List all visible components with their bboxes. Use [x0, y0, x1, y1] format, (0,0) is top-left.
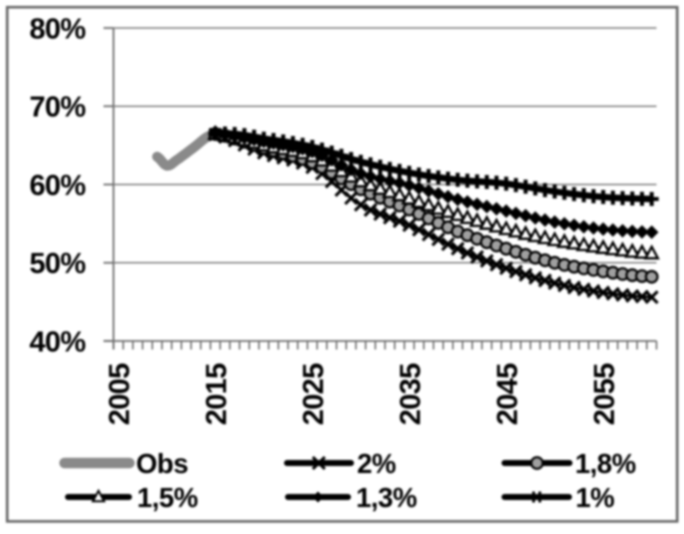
svg-text:2055: 2055 [589, 363, 621, 425]
svg-text:1,5%: 1,5% [137, 482, 198, 513]
svg-text:40%: 40% [29, 326, 86, 358]
svg-text:2005: 2005 [104, 363, 136, 425]
svg-text:2015: 2015 [201, 363, 233, 425]
svg-text:2%: 2% [357, 448, 396, 479]
svg-text:2035: 2035 [395, 363, 427, 425]
svg-text:50%: 50% [29, 248, 86, 280]
svg-text:1,8%: 1,8% [575, 448, 636, 479]
svg-text:Obs: Obs [136, 448, 188, 479]
svg-text:2045: 2045 [492, 363, 524, 425]
svg-text:1%: 1% [576, 482, 615, 513]
svg-text:70%: 70% [29, 92, 86, 124]
svg-text:80%: 80% [29, 13, 86, 45]
svg-text:1,3%: 1,3% [356, 482, 417, 513]
svg-text:60%: 60% [29, 170, 86, 202]
svg-text:2025: 2025 [298, 363, 330, 425]
